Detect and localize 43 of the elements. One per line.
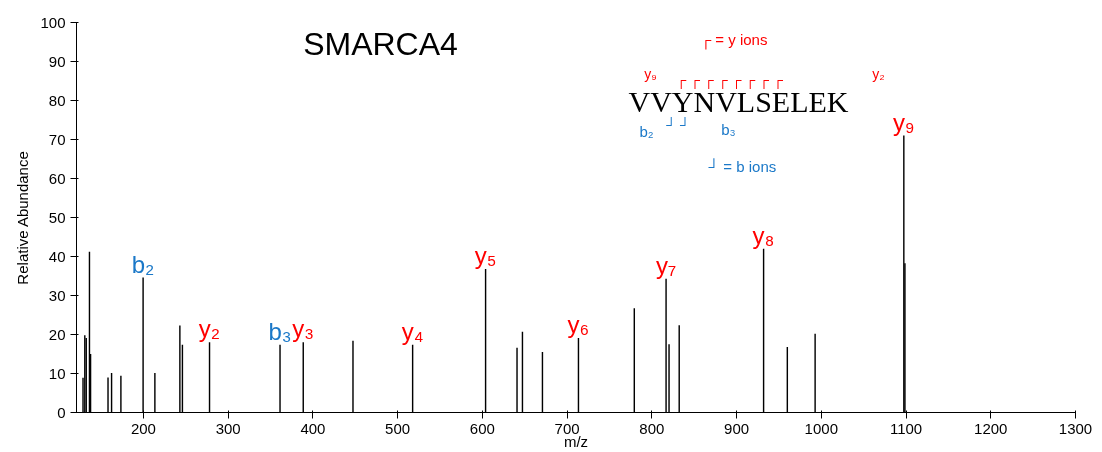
y-tick-label: 100	[40, 13, 66, 31]
annotation: y₃	[292, 315, 315, 343]
annotation: b₂	[131, 250, 155, 278]
annotation: b₂	[639, 123, 654, 140]
annotation: y₉	[893, 108, 915, 136]
x-tick-label: 500	[385, 419, 411, 437]
annotation: ┘ ┘	[665, 116, 691, 133]
y-tick-label: 50	[48, 208, 66, 226]
annotation: y₉	[644, 65, 657, 82]
x-tick-label: 600	[469, 419, 495, 437]
annotation: y₂	[198, 315, 221, 343]
annotation: y₆	[567, 311, 590, 339]
annotation: ┌ ┌ ┌ ┌ ┌ ┌ ┌ ┌	[676, 71, 784, 90]
annotation: y₅	[474, 241, 497, 269]
x-tick-label: 1100	[889, 419, 923, 437]
y-tick-label: 80	[48, 91, 66, 109]
x-tick-label: 1300	[1058, 419, 1093, 437]
y-tick-label: 30	[48, 286, 66, 304]
annotation: y₇	[655, 251, 677, 279]
annotation: b₃	[721, 121, 736, 138]
x-tick-label: 900	[724, 419, 750, 437]
x-tick-label: 800	[639, 419, 665, 437]
y-tick-label: 40	[48, 247, 66, 265]
y-tick-label: 0	[57, 403, 66, 421]
annotation: y₂	[872, 65, 885, 82]
y-tick-label: 60	[48, 169, 66, 187]
annotation: ┘ = b ions	[708, 158, 777, 175]
chart-title: SMARCA4	[303, 25, 458, 62]
y-tick-label: 90	[48, 52, 66, 70]
annotation: ┌ = y ions	[700, 31, 768, 50]
annotation: y₈	[752, 221, 775, 249]
x-tick-label: 1000	[804, 419, 838, 437]
annotation: b₃	[268, 317, 292, 345]
y-tick-label: 20	[48, 325, 66, 343]
x-tick-label: 400	[300, 419, 326, 437]
x-tick-label: 300	[215, 419, 241, 437]
y-tick-label: 70	[48, 130, 66, 148]
y-axis-title: Relative Abundance	[14, 151, 32, 285]
annotation: y₄	[401, 317, 424, 345]
y-tick-label: 10	[48, 364, 66, 382]
x-tick-label: 200	[130, 419, 156, 437]
x-tick-label: 1200	[974, 419, 1008, 437]
x-tick-label: 700	[554, 419, 580, 437]
